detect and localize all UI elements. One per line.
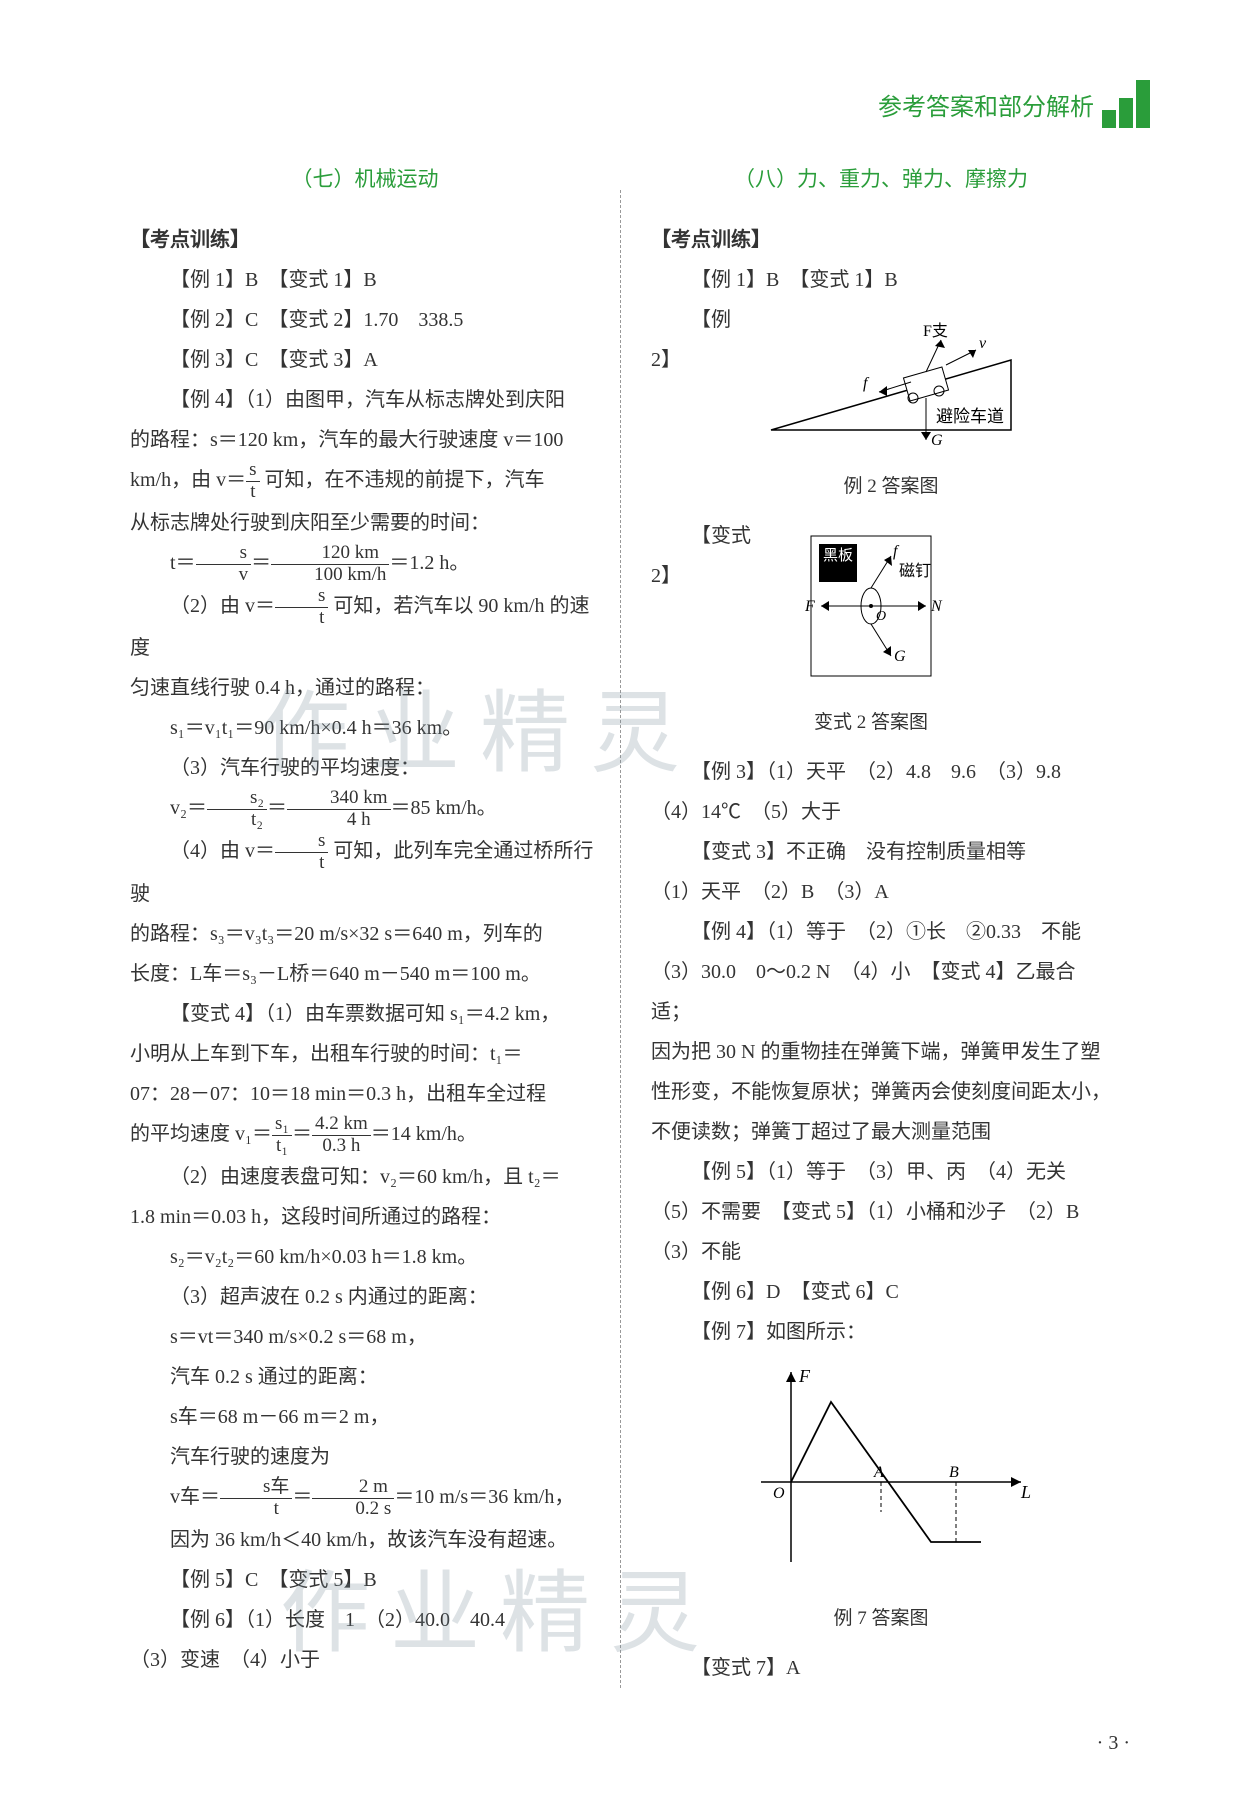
right-subhead: 【考点训练】 xyxy=(651,220,1111,260)
text-line: （4）14℃ （5）大于 xyxy=(651,792,1111,832)
force-graph-icon: F O L A B xyxy=(721,1362,1041,1582)
svg-text:G: G xyxy=(931,432,943,449)
text-line: 【变式 4】（1）由车票数据可知 s₁＝4.2 km， xyxy=(130,994,600,1034)
text-line: 因为把 30 N 的重物挂在弹簧下端，弹簧甲发生了塑 xyxy=(651,1032,1111,1072)
section-title-8: （八）力、重力、弹力、摩擦力 xyxy=(651,158,1111,200)
text-line: （3）30.0 0～0.2 N （4）小 【变式 4】乙最合适； xyxy=(651,952,1111,1032)
svg-text:避险车道: 避险车道 xyxy=(936,407,1004,426)
text-line: s车＝68 m－66 m＝2 m， xyxy=(130,1397,600,1437)
text-line: 【例 4】（1）由图甲，汽车从标志牌处到庆阳 xyxy=(130,380,600,420)
text-line: 匀速直线行驶 0.4 h，通过的路程： xyxy=(130,668,600,708)
text-line: （2）由速度表盘可知：v₂＝60 km/h，且 t₂＝ xyxy=(130,1157,600,1197)
text-line: 【例 1】B 【变式 1】B xyxy=(651,260,1111,300)
svg-text:O: O xyxy=(773,1485,785,1502)
fraction: st xyxy=(246,460,259,503)
text-line: （5）不需要 【变式 5】（1）小桶和沙子 （2）B xyxy=(651,1192,1111,1232)
svg-text:v: v xyxy=(979,335,987,352)
figure-caption: 变式 2 答案图 xyxy=(761,704,981,742)
svg-text:f: f xyxy=(863,375,870,392)
text-line: （3）超声波在 0.2 s 内通过的距离： xyxy=(130,1277,600,1317)
right-column: （八）力、重力、弹力、摩擦力 【考点训练】 【例 1】B 【变式 1】B 【例 … xyxy=(621,150,1111,1688)
text-line: 长度：L车＝s₃－L桥＝640 m－540 m＝100 m。 xyxy=(130,954,600,994)
text-line: 【变式 7】A xyxy=(651,1648,1111,1688)
svg-text:f: f xyxy=(893,543,900,560)
text-line: s₂＝v₂t₂＝60 km/h×0.03 h＝1.8 km。 xyxy=(130,1237,600,1277)
formula-line: t＝sv＝120 km100 km/h＝1.2 h。 xyxy=(130,543,600,586)
text-line: （3）不能 xyxy=(651,1232,1111,1272)
svg-text:G: G xyxy=(894,648,906,665)
text-line: （1）天平 （2）B （3）A xyxy=(651,872,1111,912)
text-line: 【变式 3】不正确 没有控制质量相等 xyxy=(651,832,1111,872)
text-line: 【例 3】（1）天平 （2）4.8 9.6 （3）9.8 xyxy=(651,752,1111,792)
left-subhead: 【考点训练】 xyxy=(130,220,600,260)
text-line: 【例 3】C 【变式 3】A xyxy=(130,340,600,380)
svg-text:L: L xyxy=(1020,1482,1031,1502)
text-line: 从标志牌处行驶到庆阳至少需要的时间： xyxy=(130,503,600,543)
formula-line: v车＝s车t＝2 m0.2 s＝10 m/s＝36 km/h， xyxy=(130,1477,600,1520)
svg-text:A: A xyxy=(873,1464,884,1481)
text-line: 因为 36 km/h＜40 km/h，故该汽车没有超速。 xyxy=(130,1520,600,1560)
text-line: 【变式 2】 xyxy=(651,516,751,596)
text-line: 的路程：s₃＝v₃t₃＝20 m/s×32 s＝640 m，列车的 xyxy=(130,914,600,954)
text-line: 的平均速度 v₁＝s₁t₁＝4.2 km0.3 h＝14 km/h。 xyxy=(130,1114,600,1157)
text-line: 【例 6】D 【变式 6】C xyxy=(651,1272,1111,1312)
text-line: 汽车行驶的速度为 xyxy=(130,1437,600,1477)
text-line: 不便读数；弹簧丁超过了最大测量范围 xyxy=(651,1112,1111,1152)
text-line: 小明从上车到下车，出租车行驶的时间：t₁＝ xyxy=(130,1034,600,1074)
text-line: 1.8 min＝0.03 h，这段时间所通过的路程： xyxy=(130,1197,600,1237)
svg-text:F: F xyxy=(804,598,815,615)
text-line: s₁＝v₁t₁＝90 km/h×0.4 h＝36 km。 xyxy=(130,708,600,748)
text-line: 【例 2】C 【变式 2】1.70 338.5 xyxy=(130,300,600,340)
text-line: 汽车 0.2 s 通过的距离： xyxy=(130,1357,600,1397)
text-line: 【例 7】如图所示： xyxy=(651,1312,1111,1352)
text-line: （4）由 v＝st 可知，此列车完全通过桥所行驶 xyxy=(130,831,600,914)
text-line: （3）变速 （4）小于 xyxy=(130,1640,600,1680)
figure-example-7: F O L A B 例 7 答案图 xyxy=(651,1362,1111,1638)
formula-line: v₂＝s₂t₂＝340 km4 h＝85 km/h。 xyxy=(130,788,600,831)
blackboard-diagram-icon: 黑板 O f 磁钉 F N G xyxy=(761,526,981,686)
text-line: （2）由 v＝st 可知，若汽车以 90 km/h 的速度 xyxy=(130,586,600,669)
text-line: 【例 5】C 【变式 5】B xyxy=(130,1560,600,1600)
logo-bars-icon xyxy=(1102,80,1150,128)
text-line: s＝vt＝340 m/s×0.2 s＝68 m， xyxy=(130,1317,600,1357)
text-line: 【例 1】B 【变式 1】B xyxy=(130,260,600,300)
figure-caption: 例 7 答案图 xyxy=(651,1600,1111,1638)
variant-2-row: 【变式 2】 黑板 O f 磁钉 F N G xyxy=(651,516,1111,752)
text-line: 07：28－07：10＝18 min＝0.3 h，出租车全过程 xyxy=(130,1074,600,1114)
left-column: （七）机械运动 【考点训练】 【例 1】B 【变式 1】B 【例 2】C 【变式… xyxy=(130,150,620,1688)
page-number: · 3 · xyxy=(1097,1732,1130,1755)
text-line: km/h，由 v＝st 可知，在不违规的前提下，汽车 xyxy=(130,460,600,503)
header-title: 参考答案和部分解析 xyxy=(878,87,1094,122)
svg-text:黑板: 黑板 xyxy=(823,546,853,564)
text-line: 的路程：s＝120 km，汽车的最大行驶速度 v＝100 xyxy=(130,420,600,460)
text-line: 【例 5】（1）等于 （3）甲、丙 （4）无关 xyxy=(651,1152,1111,1192)
figure-variant-2: 黑板 O f 磁钉 F N G 变式 2 答案图 xyxy=(761,526,981,742)
text-line: 【例 4】（1）等于 （2）①长 ②0.33 不能 xyxy=(651,912,1111,952)
example-2-row: 【例 2】 F支 v f G 避险车道 例 2 答案图 xyxy=(651,300,1111,516)
svg-text:F支: F支 xyxy=(923,322,948,340)
page-header: 参考答案和部分解析 xyxy=(878,80,1150,128)
svg-text:磁钉: 磁钉 xyxy=(899,562,931,580)
main-content: （七）机械运动 【考点训练】 【例 1】B 【变式 1】B 【例 2】C 【变式… xyxy=(130,150,1130,1688)
section-title-7: （七）机械运动 xyxy=(130,158,600,200)
ramp-diagram-icon: F支 v f G 避险车道 xyxy=(751,310,1031,450)
svg-text:B: B xyxy=(949,1464,959,1481)
text-line: 【例 6】（1）长度 1 （2）40.0 40.4 xyxy=(130,1600,600,1640)
text-line: 【例 2】 xyxy=(651,300,741,380)
figure-caption: 例 2 答案图 xyxy=(751,468,1031,506)
svg-text:N: N xyxy=(930,598,943,615)
figure-example-2: F支 v f G 避险车道 例 2 答案图 xyxy=(751,310,1031,506)
text-line: 性形变，不能恢复原状；弹簧丙会使刻度间距太小， xyxy=(651,1072,1111,1112)
svg-text:O: O xyxy=(876,609,886,624)
svg-text:F: F xyxy=(798,1366,811,1386)
text-line: （3）汽车行驶的平均速度： xyxy=(130,748,600,788)
